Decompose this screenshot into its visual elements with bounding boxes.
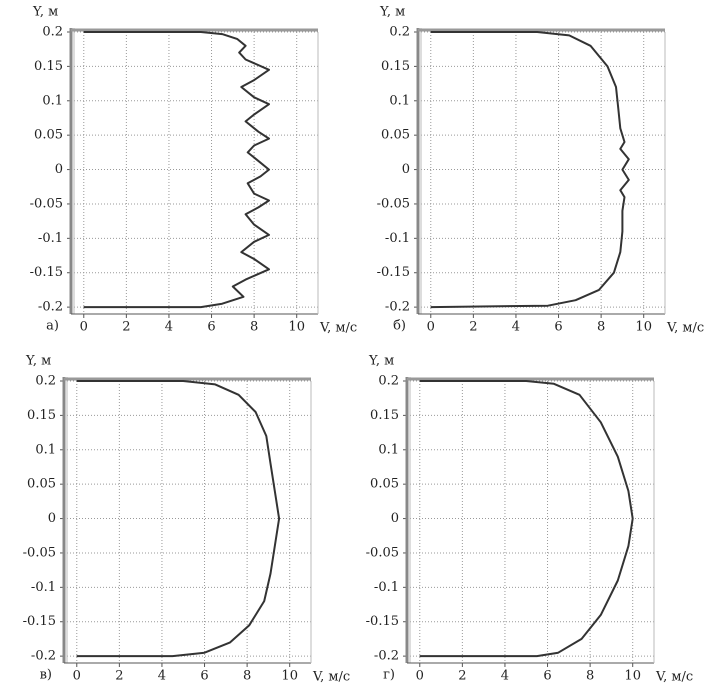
- y-tick-label: 0: [391, 511, 399, 526]
- x-tick-label: 10: [635, 320, 652, 335]
- y-tick-label: -0.1: [385, 231, 410, 246]
- y-axis-label: Y, м: [368, 354, 394, 369]
- y-tick-label: -0.05: [377, 196, 410, 211]
- y-tick-label: 0.15: [34, 59, 63, 74]
- x-tick-label: 6: [207, 320, 215, 335]
- y-tick-label: -0.15: [366, 614, 399, 629]
- y-tick-label: 0.15: [381, 59, 410, 74]
- x-tick-label: 4: [512, 320, 520, 335]
- x-tick-label: 8: [597, 320, 605, 335]
- y-tick-label: 0.15: [370, 408, 399, 423]
- y-tick-label: 0.1: [389, 93, 410, 108]
- x-tick-label: 8: [243, 669, 251, 684]
- y-tick-label: -0.15: [30, 265, 63, 280]
- y-tick-label: 0.2: [35, 374, 56, 389]
- x-tick-label: 4: [158, 669, 166, 684]
- profile-line: [83, 31, 270, 309]
- y-tick-label: 0.1: [42, 93, 63, 108]
- x-tick-label: 4: [165, 320, 173, 335]
- y-tick-label: 0.1: [378, 442, 399, 457]
- y-axis-label: Y, м: [379, 5, 405, 20]
- panel-label: в): [40, 668, 52, 683]
- panel-label: б): [393, 319, 406, 334]
- y-tick-label: -0.2: [374, 649, 399, 664]
- y-tick-label: 0: [402, 162, 410, 177]
- x-tick-label: 2: [458, 669, 466, 684]
- y-tick-label: -0.2: [385, 300, 410, 315]
- x-axis-label: V, м/с: [655, 670, 693, 685]
- y-tick-label: 0.15: [27, 408, 56, 423]
- y-tick-label: -0.2: [38, 300, 63, 315]
- y-tick-label: 0.2: [389, 25, 410, 40]
- panel-label: г): [383, 668, 395, 683]
- y-tick-label: -0.05: [366, 545, 399, 560]
- x-tick-label: 0: [80, 320, 88, 335]
- y-axis-label: Y, м: [25, 354, 51, 369]
- x-axis-label: V, м/с: [312, 670, 350, 685]
- y-tick-label: -0.1: [31, 580, 56, 595]
- y-tick-label: 0.05: [27, 477, 56, 492]
- x-tick-label: 6: [200, 669, 208, 684]
- profile-line: [419, 380, 634, 658]
- panel-label: а): [46, 319, 59, 334]
- x-tick-label: 2: [122, 320, 130, 335]
- y-tick-label: 0.1: [35, 442, 56, 457]
- x-tick-label: 4: [501, 669, 509, 684]
- y-axis-label: Y, м: [32, 5, 58, 20]
- profile-line: [430, 31, 630, 309]
- y-tick-label: 0.2: [378, 374, 399, 389]
- y-tick-label: -0.15: [377, 265, 410, 280]
- x-tick-label: 6: [554, 320, 562, 335]
- y-tick-label: -0.1: [38, 231, 63, 246]
- y-tick-label: -0.05: [30, 196, 63, 211]
- x-tick-label: 2: [115, 669, 123, 684]
- y-tick-label: 0: [55, 162, 63, 177]
- x-axis-label: V, м/с: [319, 321, 357, 336]
- x-tick-label: 6: [543, 669, 551, 684]
- x-tick-label: 0: [427, 320, 435, 335]
- x-tick-label: 2: [469, 320, 477, 335]
- x-tick-label: 0: [416, 669, 424, 684]
- x-tick-label: 8: [250, 320, 258, 335]
- y-tick-label: 0: [48, 511, 56, 526]
- y-tick-label: 0.05: [34, 128, 63, 143]
- x-tick-label: 10: [624, 669, 641, 684]
- y-tick-label: -0.05: [23, 545, 56, 560]
- y-tick-label: 0.2: [42, 25, 63, 40]
- x-axis-label: V, м/с: [666, 321, 704, 336]
- y-tick-label: 0.05: [381, 128, 410, 143]
- y-tick-label: 0.05: [370, 477, 399, 492]
- x-tick-label: 0: [73, 669, 81, 684]
- y-tick-label: -0.15: [23, 614, 56, 629]
- y-tick-label: -0.1: [374, 580, 399, 595]
- profile-line: [76, 380, 281, 658]
- x-tick-label: 10: [281, 669, 298, 684]
- y-tick-label: -0.2: [31, 649, 56, 664]
- x-tick-label: 8: [586, 669, 594, 684]
- x-tick-label: 10: [288, 320, 305, 335]
